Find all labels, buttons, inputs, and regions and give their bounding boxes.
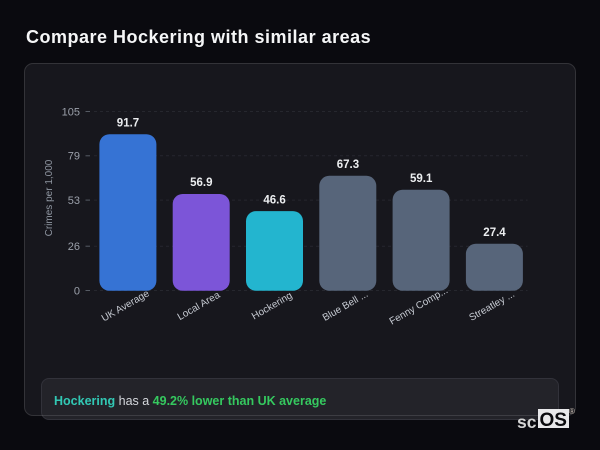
- svg-text:Crimes per 1,000: Crimes per 1,000: [44, 159, 55, 236]
- svg-text:Local Area: Local Area: [176, 290, 223, 323]
- svg-text:Blue Bell ...: Blue Bell ...: [321, 289, 370, 324]
- svg-text:Fenny Comp...: Fenny Comp...: [388, 285, 450, 327]
- svg-text:91.7: 91.7: [117, 118, 139, 130]
- svg-text:UK Average: UK Average: [100, 288, 152, 324]
- svg-text:46.6: 46.6: [263, 194, 285, 206]
- svg-text:27.4: 27.4: [483, 227, 506, 239]
- svg-text:56.9: 56.9: [190, 177, 212, 189]
- svg-text:0: 0: [74, 285, 80, 297]
- svg-text:Hockering: Hockering: [250, 290, 294, 322]
- svg-text:79: 79: [68, 151, 80, 163]
- svg-text:Streatley ...: Streatley ...: [467, 289, 516, 324]
- svg-text:26: 26: [68, 241, 80, 253]
- svg-text:59.1: 59.1: [410, 173, 433, 185]
- svg-text:53: 53: [68, 195, 80, 207]
- svg-text:105: 105: [62, 106, 80, 118]
- svg-text:67.3: 67.3: [337, 159, 359, 171]
